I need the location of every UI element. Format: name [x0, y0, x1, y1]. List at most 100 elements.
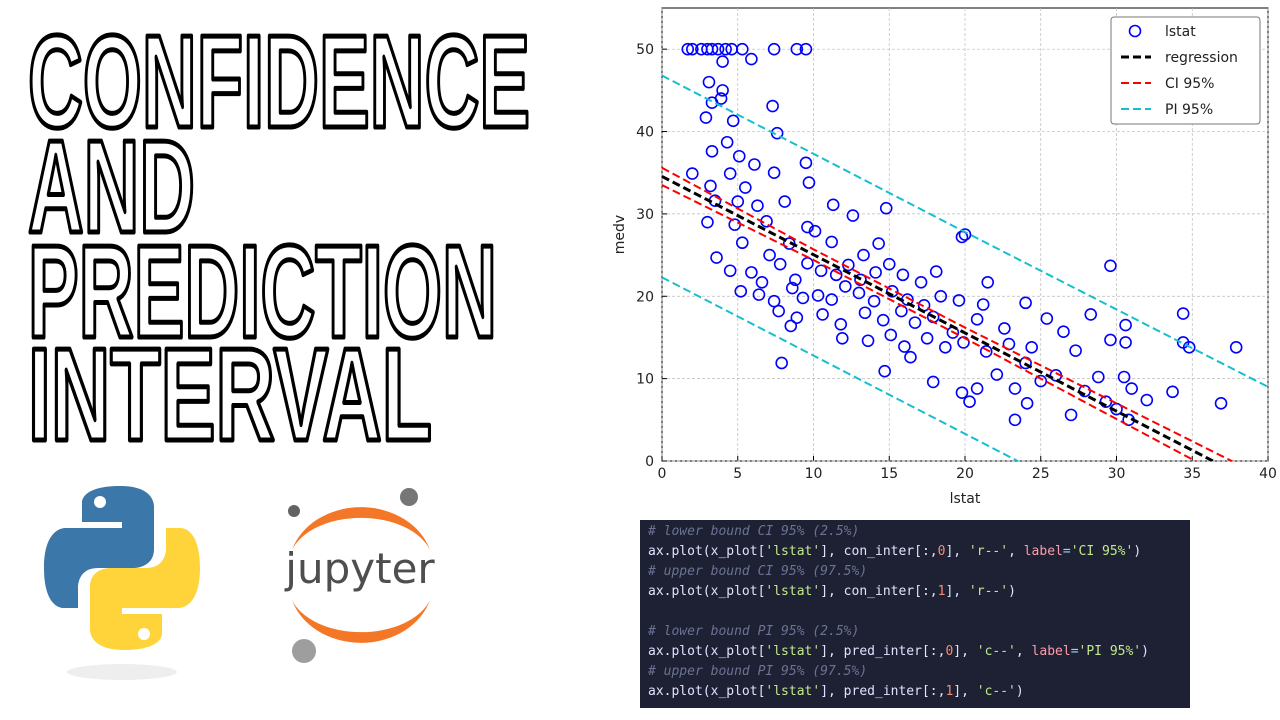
scatter-point: [767, 294, 781, 308]
code-token: ],: [945, 584, 968, 599]
scatter-point: [796, 291, 810, 305]
x-axis-label: lstat: [950, 491, 981, 507]
scatter-point: [731, 195, 745, 208]
scatter-point: [811, 289, 825, 302]
scatter-point: [784, 319, 798, 333]
scatter-point: [904, 350, 917, 364]
headline-line: INTERVAL: [28, 321, 432, 468]
scatter-point: [952, 294, 966, 307]
scatter-point: [867, 294, 881, 308]
code-token: 'r--': [969, 584, 1008, 599]
scatter-point: [766, 99, 779, 113]
scatter-point: [681, 42, 695, 56]
jupyter-logo: jupyter: [284, 488, 435, 663]
scatter-point: [739, 181, 752, 194]
scatter-point: [1104, 259, 1117, 273]
scatter-point: [723, 264, 737, 278]
code-token: ],: [953, 644, 976, 659]
code-token: 'r--': [969, 544, 1008, 559]
scatter-point: [835, 331, 849, 345]
y-tick-label: 0: [645, 454, 654, 470]
scatter-point: [920, 331, 934, 345]
scatter-point: [846, 209, 860, 222]
scatter-point: [1176, 307, 1190, 320]
scatter-point: [785, 281, 799, 295]
scatter-point: [799, 156, 813, 170]
scatter-point: [929, 265, 943, 278]
code-panel: [640, 520, 1190, 708]
code-token: ax.plot(x_plot[: [648, 544, 765, 559]
scatter-point: [710, 251, 723, 264]
code-token: 0: [938, 544, 946, 559]
scatter-point: [751, 199, 764, 212]
code-token: 'lstat': [765, 684, 820, 699]
scatter-point: [711, 42, 725, 56]
scatter-point: [1008, 382, 1022, 395]
code-token: 'PI 95%': [1079, 644, 1142, 659]
scatter-point: [1025, 341, 1038, 354]
headline: CONFIDENCE AND PREDICTION INTERVAL: [26, 6, 533, 471]
line-series: [662, 74, 1268, 388]
code-token: ], con_inter[:,: [820, 584, 937, 599]
code-token: # lower bound PI 95% (2.5%): [647, 624, 859, 639]
scatter-point: [825, 293, 838, 306]
scatter-point: [981, 275, 995, 289]
scatter-point: [878, 364, 892, 378]
code-token: ],: [945, 544, 968, 559]
code-token: 'c--': [977, 684, 1016, 699]
scatter-point: [802, 176, 816, 189]
y-tick-label: 50: [636, 42, 654, 58]
scatter-point: [829, 268, 843, 282]
code-token: 'lstat': [765, 584, 820, 599]
scatter-point: [685, 42, 699, 56]
scatter-point: [882, 257, 896, 271]
scatter-point: [720, 135, 734, 149]
scatter-point: [876, 313, 890, 327]
scatter-point: [789, 273, 802, 287]
legend-box: [1110, 16, 1261, 125]
code-token: ], pred_inter[:,: [820, 644, 945, 659]
scatter-point: [705, 42, 719, 56]
code-token: ], pred_inter[:,: [820, 684, 945, 699]
scatter-point: [958, 228, 972, 241]
scatter-point: [914, 275, 928, 289]
scatter-point: [767, 42, 781, 56]
scatter-point: [699, 111, 713, 124]
code-token: ,: [1008, 544, 1024, 559]
y-tick-label: 10: [636, 372, 654, 388]
scatter-point: [1064, 408, 1078, 422]
legend-label: CI 95%: [1165, 76, 1214, 92]
code-token: =: [1071, 644, 1079, 659]
scatter-point: [1176, 336, 1190, 349]
scatter-point: [772, 304, 785, 318]
x-tick-label: 35: [1183, 466, 1201, 482]
scatter-point: [1140, 393, 1154, 407]
code-token: # upper bound CI 95% (97.5%): [647, 564, 867, 579]
scatter-point: [826, 198, 840, 212]
code-token: ax.plot(x_plot[: [648, 644, 765, 659]
scatter-point: [705, 145, 719, 158]
scatter-point: [1069, 344, 1082, 357]
scatter-point: [704, 179, 717, 193]
scatter-point: [857, 248, 870, 262]
x-tick-label: 40: [1259, 466, 1277, 482]
scatter-point: [778, 195, 792, 208]
code-token: ): [1141, 644, 1149, 659]
scatter-point: [723, 167, 737, 180]
code-token: 0: [945, 644, 953, 659]
scatter-point: [934, 289, 948, 303]
headline-line: AND: [28, 113, 195, 260]
scatter-point: [816, 308, 829, 321]
scatter-point: [979, 345, 993, 358]
code-token: ax.plot(x_plot[: [648, 684, 765, 699]
legend-label: lstat: [1165, 24, 1196, 40]
code-block: # lower bound CI 95% (2.5%) ax.plot(x_plo…: [647, 524, 1149, 699]
scatter-point: [702, 75, 716, 89]
scatter-point: [926, 375, 940, 389]
scatter-point: [963, 395, 976, 408]
line-series: [662, 184, 1198, 461]
code-line: # upper bound PI 95% (97.5%): [647, 664, 867, 679]
scatter-point: [1214, 397, 1228, 410]
code-token: ): [1008, 584, 1016, 599]
